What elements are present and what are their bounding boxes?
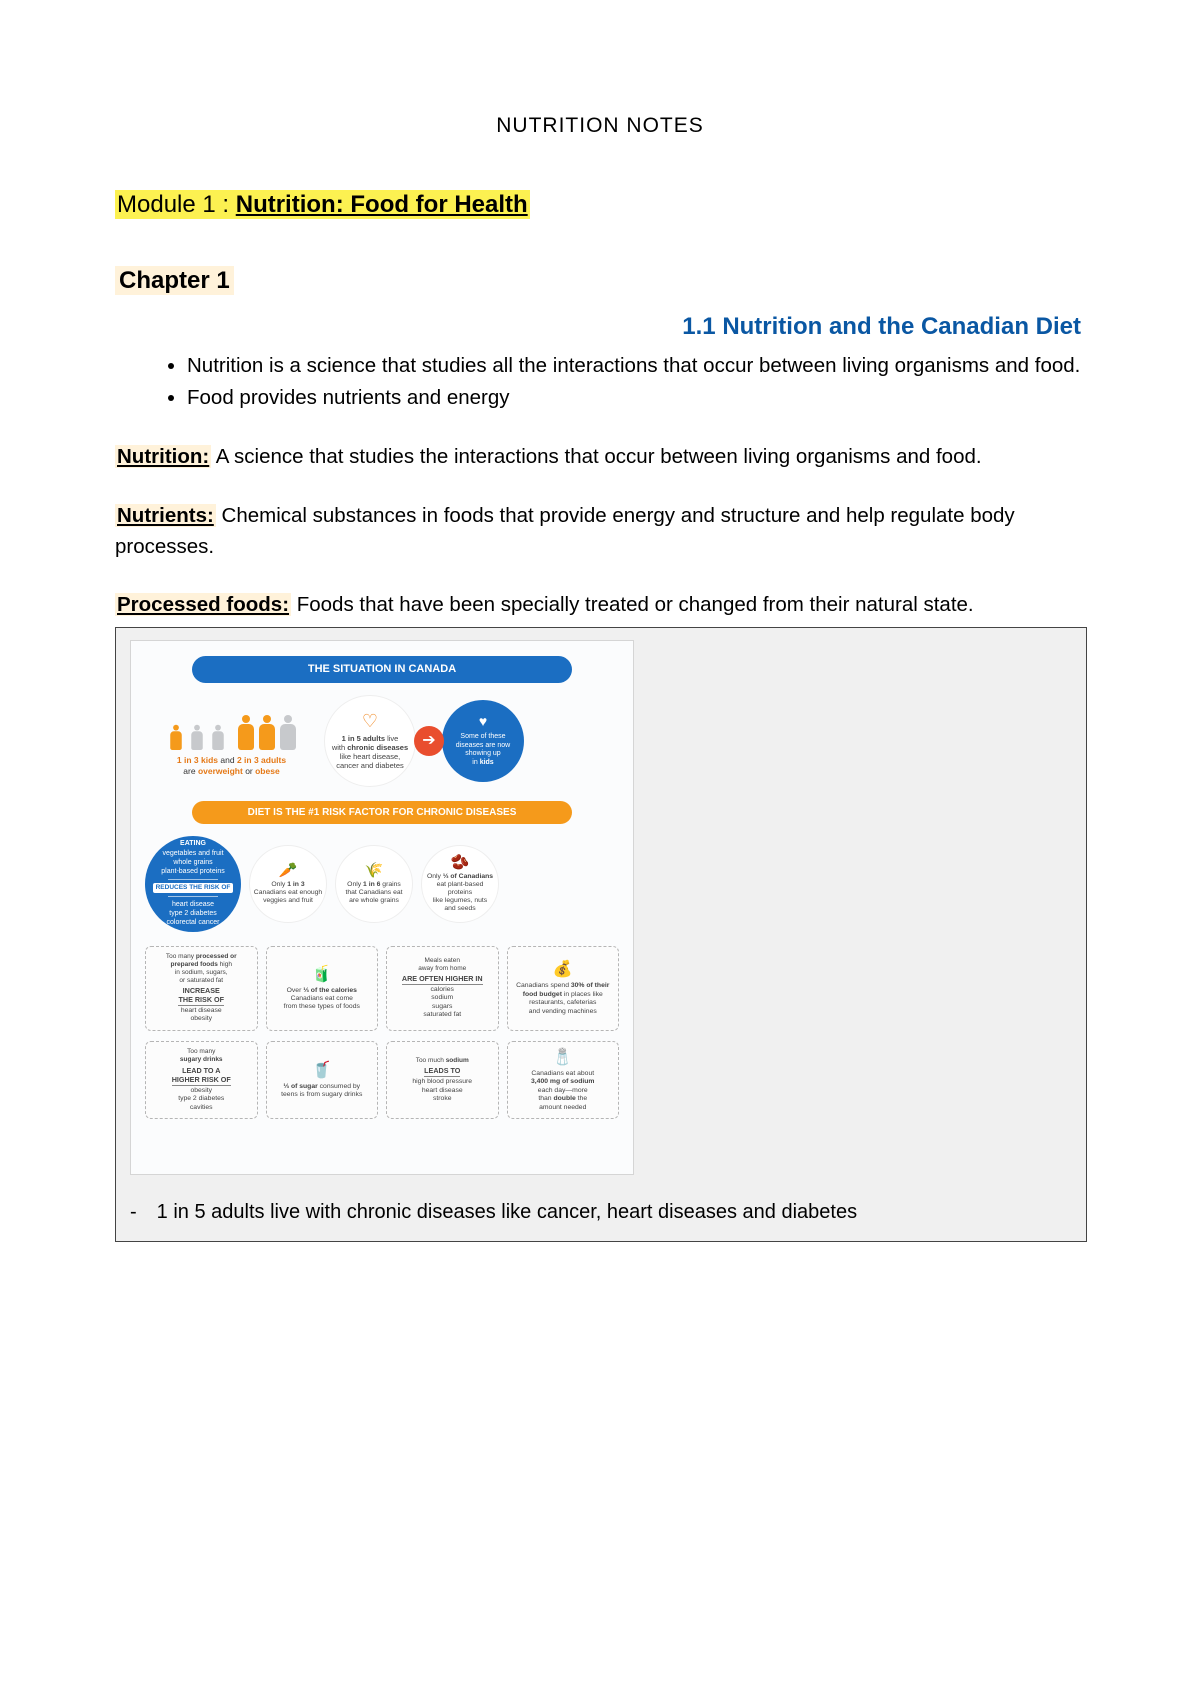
def-text: Chemical substances in foods that provid… xyxy=(115,504,1015,558)
sodium-stat: 🧂 Canadians eat about3,400 mg of sodiume… xyxy=(507,1041,620,1119)
def-term: Nutrients: xyxy=(115,504,216,527)
definition-nutrients: Nutrients: Chemical substances in foods … xyxy=(115,501,1085,563)
person-icon xyxy=(279,715,297,750)
heart-icon: ♥ xyxy=(479,713,487,731)
row-processed-away: Too many processed orprepared foods high… xyxy=(131,946,633,1041)
text: Too many processed orprepared foods high… xyxy=(166,953,237,986)
label: LEAD TO AHIGHER RISK OF xyxy=(172,1066,231,1086)
banner-diet-risk: DIET IS THE #1 RISK FACTOR FOR CHRONIC D… xyxy=(192,801,572,824)
protein-stat-circle: 🫘 Only ⅓ of Canadianseat plant-based pro… xyxy=(421,845,499,923)
module-title: Nutrition: Food for Health xyxy=(236,191,528,218)
label: REDUCES THE RISK OF xyxy=(153,883,234,893)
chapter-label: Chapter 1 xyxy=(115,266,234,295)
def-term: Processed foods: xyxy=(115,593,291,616)
veg-stat-circle: 🥕 Only 1 in 3Canadians eat enoughveggies… xyxy=(249,845,327,923)
person-icon xyxy=(190,725,203,750)
person-icon xyxy=(258,715,276,750)
text: Over ⅓ of the caloriesCanadians eat come… xyxy=(284,987,360,1012)
chapter-heading: Chapter 1 xyxy=(115,263,1085,299)
text: obesitytype 2 diabetescavities xyxy=(178,1087,224,1112)
page-title: NUTRITION NOTES xyxy=(115,110,1085,142)
sugary-box: Too manysugary drinks LEAD TO AHIGHER RI… xyxy=(145,1041,258,1119)
calories-stat: 🧃 Over ⅓ of the caloriesCanadians eat co… xyxy=(266,946,379,1031)
kids-stat-circle: ♥ Some of thesediseases are nowshowing u… xyxy=(442,700,524,782)
people-stat: 1 in 3 kids and 2 in 3 adultsare overwei… xyxy=(149,704,314,776)
salt-icon: 🧂 xyxy=(553,1048,573,1068)
text: vegetables and fruitwhole grainsplant-ba… xyxy=(161,849,224,876)
kids-text: Some of thesediseases are nowshowing upi… xyxy=(456,733,510,768)
module-label: Module 1 : xyxy=(117,191,236,218)
definition-processed: Processed foods: Foods that have been sp… xyxy=(115,590,1085,621)
text: heart diseaseobesity xyxy=(181,1007,222,1024)
person-icon xyxy=(169,725,182,750)
def-text: Foods that have been specially treated o… xyxy=(291,593,974,616)
list-item: Nutrition is a science that studies all … xyxy=(187,351,1085,382)
chronic-text: 1 in 5 adults livewith chronic diseasesl… xyxy=(332,734,408,770)
bean-icon: 🫘 xyxy=(451,854,470,872)
chronic-stat-circle: ♡ 1 in 5 adults livewith chronic disease… xyxy=(324,695,416,787)
figure-caption: - 1 in 5 adults live with chronic diseas… xyxy=(130,1197,1072,1227)
eating-reduces-circle: EATING vegetables and fruitwhole grainsp… xyxy=(145,836,241,932)
sugar-teen-stat: 🥤 ⅓ of sugar consumed byteens is from su… xyxy=(266,1041,379,1119)
row-overweight-chronic: 1 in 3 kids and 2 in 3 adultsare overwei… xyxy=(131,695,633,801)
text: caloriessodiumsugarssaturated fat xyxy=(423,986,461,1020)
label: EATING xyxy=(180,839,206,848)
groceries-icon: 🧃 xyxy=(312,965,332,985)
text: heart diseasetype 2 diabetescolorectal c… xyxy=(167,900,220,927)
processed-box: Too many processed orprepared foods high… xyxy=(145,946,258,1031)
text: Only ⅓ of Canadianseat plant-based prote… xyxy=(425,873,495,914)
label: INCREASETHE RISK OF xyxy=(178,986,224,1006)
away-box: Meals eatenaway from home ARE OFTEN HIGH… xyxy=(386,946,499,1031)
def-text: A science that studies the interactions … xyxy=(211,445,981,468)
row-eating-stats: EATING vegetables and fruitwhole grainsp… xyxy=(131,836,633,946)
text: high blood pressureheart diseasestroke xyxy=(412,1078,472,1103)
text: Too much sodium xyxy=(416,1057,469,1065)
infographic: THE SITUATION IN CANADA 1 in 3 kids and … xyxy=(130,640,634,1175)
definition-nutrition: Nutrition: A science that studies the in… xyxy=(115,442,1085,473)
arrow-icon: ➔ xyxy=(414,726,444,756)
banner-situation: THE SITUATION IN CANADA xyxy=(192,656,572,683)
bullet-list: Nutrition is a science that studies all … xyxy=(115,351,1085,415)
label: LEADS TO xyxy=(424,1066,460,1077)
text: Canadians spend 30% of theirfood budget … xyxy=(516,982,609,1016)
text: Only 1 in 3Canadians eat enoughveggies a… xyxy=(254,881,322,905)
grain-icon: 🌾 xyxy=(365,862,384,880)
drink-icon: 🥤 xyxy=(312,1061,332,1081)
veggie-icon: 🥕 xyxy=(279,862,298,880)
figure-box: THE SITUATION IN CANADA 1 in 3 kids and … xyxy=(115,627,1087,1242)
label: ARE OFTEN HIGHER IN xyxy=(402,974,483,985)
budget-stat: 💰 Canadians spend 30% of theirfood budge… xyxy=(507,946,620,1031)
text: Canadians eat about3,400 mg of sodiumeac… xyxy=(531,1070,594,1112)
money-icon: 💰 xyxy=(553,960,573,980)
overweight-text: 1 in 3 kids and 2 in 3 adultsare overwei… xyxy=(149,755,314,776)
module-heading: Module 1 : Nutrition: Food for Health xyxy=(115,187,1085,223)
text: Only 1 in 6 grainsthat Canadians eatare … xyxy=(345,881,402,905)
caption-text: 1 in 5 adults live with chronic diseases… xyxy=(157,1197,857,1227)
person-icon xyxy=(237,715,255,750)
heart-pulse-icon: ♡ xyxy=(362,711,378,733)
text: ⅓ of sugar consumed byteens is from suga… xyxy=(281,1083,362,1100)
sodium-box: Too much sodium LEADS TO high blood pres… xyxy=(386,1041,499,1119)
section-title: 1.1 Nutrition and the Canadian Diet xyxy=(115,309,1085,345)
list-item: Food provides nutrients and energy xyxy=(187,383,1085,414)
def-term: Nutrition: xyxy=(115,445,211,468)
text: Meals eatenaway from home xyxy=(418,957,466,973)
dash: - xyxy=(130,1197,137,1227)
person-icon xyxy=(211,725,224,750)
grain-stat-circle: 🌾 Only 1 in 6 grainsthat Canadians eatar… xyxy=(335,845,413,923)
row-sugary-sodium: Too manysugary drinks LEAD TO AHIGHER RI… xyxy=(131,1041,633,1135)
text: Too manysugary drinks xyxy=(180,1048,223,1064)
